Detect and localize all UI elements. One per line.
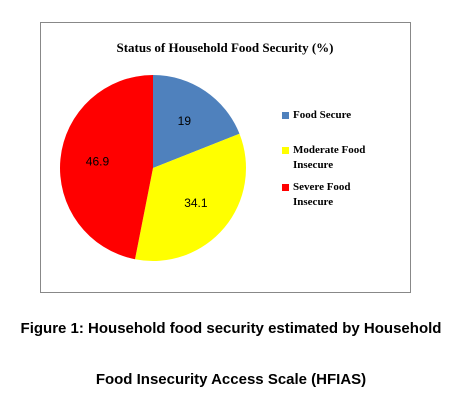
data-label: 46.9 — [86, 155, 110, 169]
chart-title: Status of Household Food Security (%) — [116, 40, 333, 55]
pie-slice — [153, 75, 240, 168]
pie-slice — [134, 133, 246, 261]
legend-swatch — [282, 184, 289, 191]
caption: Figure 1: Household food security estima… — [20, 320, 442, 337]
pie-slice — [59, 75, 153, 260]
legend-label: Moderate Food Insecure — [293, 144, 366, 171]
caption: Food Insecurity Access Scale (HFIAS) — [95, 371, 367, 388]
data-label: 34.1 — [184, 196, 208, 210]
legend-swatch — [282, 112, 289, 119]
data-label: 19 — [178, 114, 192, 128]
legend-swatch — [282, 147, 289, 154]
legend-label: Severe Food Insecure — [293, 181, 351, 208]
legend-label: Food Secure — [293, 109, 352, 121]
